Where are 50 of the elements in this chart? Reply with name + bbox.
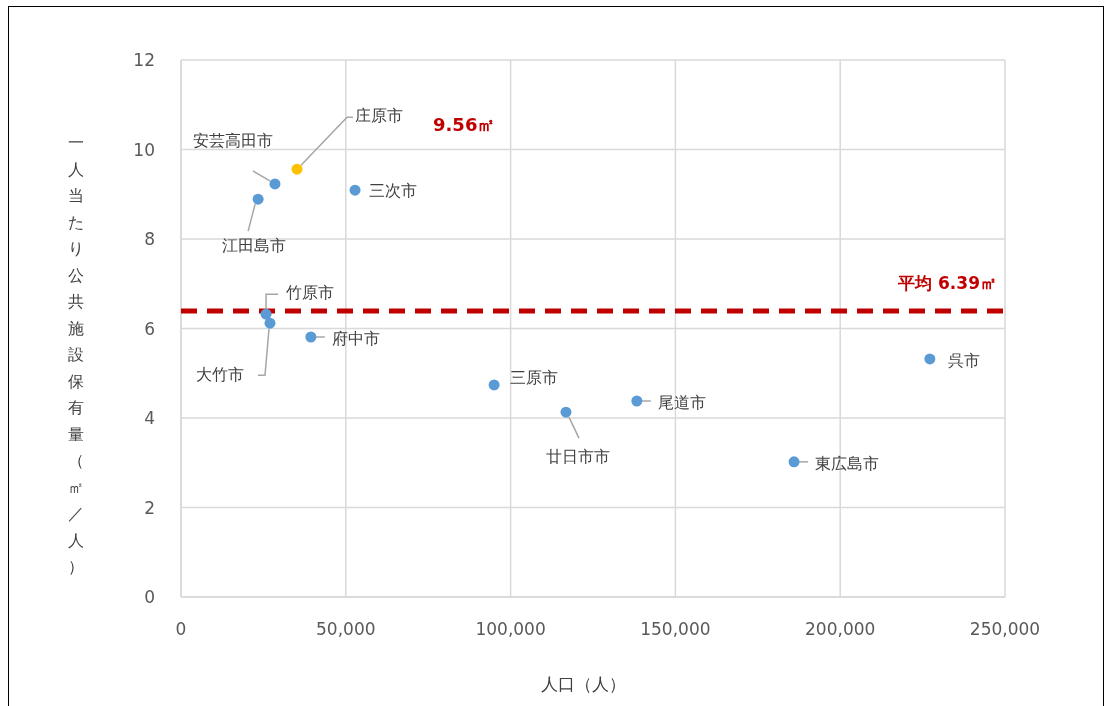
annotation: 大竹市 xyxy=(195,365,244,385)
y-tick-label: 2 xyxy=(144,497,155,518)
annotation: 竹原市 xyxy=(265,283,335,313)
annotation: 府中市 xyxy=(331,329,380,348)
x-tick-label: 150,000 xyxy=(640,619,711,639)
x-tick-label: 100,000 xyxy=(475,619,546,639)
y-tick-label: 12 xyxy=(133,50,155,70)
annotation: 庄原市 xyxy=(355,106,404,126)
text: 一人当たり公共施設保有量（㎡／人） xyxy=(68,133,84,576)
point xyxy=(269,178,281,190)
x-tick-label: 250,000 xyxy=(969,619,1041,639)
annotation: 9.56㎡ xyxy=(433,114,496,135)
annotation: 東広島市 xyxy=(798,453,880,473)
annotation: 三次市 xyxy=(369,181,418,201)
y-tick-label: 4 xyxy=(144,408,155,428)
point xyxy=(305,331,317,343)
y-tick-label: 10 xyxy=(133,139,155,160)
annotation: 竹原市 xyxy=(286,283,335,303)
annotation: 江田島市 xyxy=(222,236,287,256)
annotation: 大竹市 xyxy=(196,328,270,385)
point xyxy=(924,353,936,365)
y-tick-label: 0 xyxy=(144,587,155,607)
ref-line-label: 平均 6.39㎡ xyxy=(897,273,997,294)
point xyxy=(488,379,500,391)
point xyxy=(788,456,800,468)
annotation: 安芸高田市 xyxy=(192,130,273,182)
point xyxy=(560,406,572,418)
point xyxy=(264,317,276,329)
point xyxy=(631,395,643,407)
x-axis-title: 人口（人） xyxy=(540,674,626,694)
point xyxy=(252,193,264,205)
annotation: 三原市 xyxy=(510,367,559,387)
y-tick-label: 6 xyxy=(144,318,155,339)
annotation: 東広島市 xyxy=(815,453,880,473)
annotation: 呉市 xyxy=(947,350,980,370)
x-tick-label: 0 xyxy=(175,619,187,639)
point xyxy=(349,184,361,196)
point xyxy=(291,163,303,175)
annotation: 安芸高田市 xyxy=(192,130,273,150)
x-tick-label: 200,000 xyxy=(805,619,876,639)
x-tick-label: 50,000 xyxy=(316,619,376,639)
annotation: 庄原市 xyxy=(300,106,403,166)
annotation: 廿日市市 xyxy=(545,447,610,467)
annotation: 廿日市市 xyxy=(545,416,610,467)
annotation: 江田島市 xyxy=(222,203,287,256)
annotation: 尾道市 xyxy=(657,392,706,412)
point xyxy=(260,308,272,320)
annotation: 府中市 xyxy=(315,329,380,348)
y-tick-label: 8 xyxy=(144,229,155,249)
annotation: 尾道市 xyxy=(641,393,706,412)
